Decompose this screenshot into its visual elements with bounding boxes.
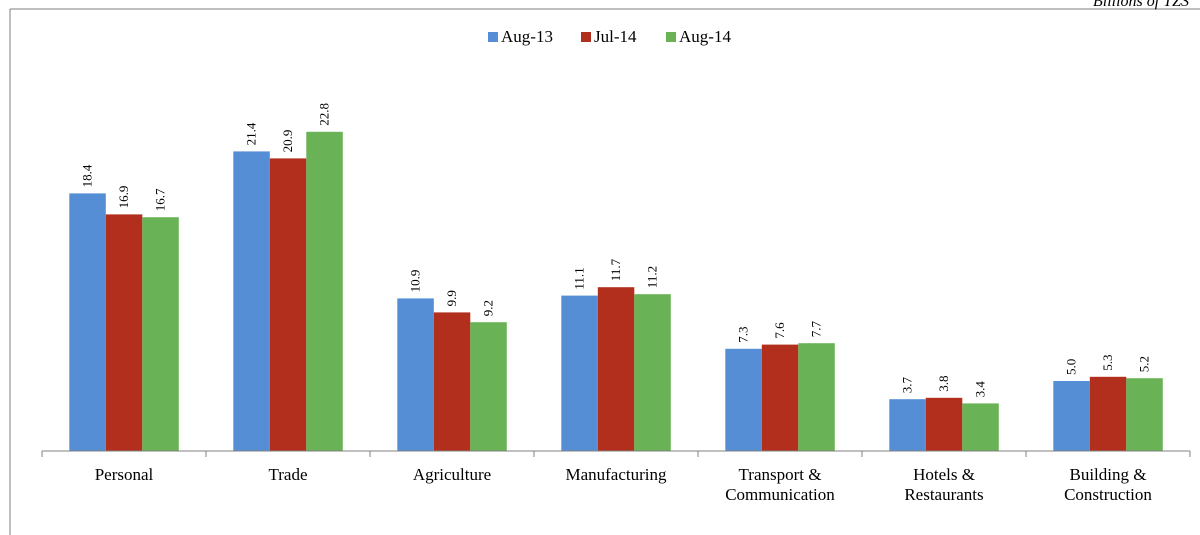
bar-jul-14-1 [269,158,307,451]
data-label: 5.3 [1100,355,1115,371]
legend-swatch-aug-13 [488,32,498,42]
bar-aug-14-3 [634,294,671,451]
bar-aug-14-1 [306,131,343,452]
category-label: Transport & [739,465,822,484]
bar-aug-13-3 [561,295,598,451]
data-label: 5.0 [1064,359,1079,375]
data-label: 10.9 [408,270,423,293]
data-label: 7.6 [772,322,787,339]
bar-jul-14-0 [105,214,143,451]
bar-jul-14-2 [433,312,471,451]
category-label: Construction [1064,485,1152,504]
data-label: 3.7 [900,376,915,393]
category-label: Personal [95,465,154,484]
data-label: 11.7 [608,258,623,281]
data-label: 9.9 [444,290,459,306]
bar-jul-14-4 [761,344,799,451]
data-label: 7.3 [736,327,751,343]
data-label: 7.7 [809,320,824,337]
data-label: 11.1 [572,267,587,289]
data-label: 9.2 [481,300,496,316]
legend-swatch-jul-14 [581,32,591,42]
bar-jul-14-5 [925,397,963,451]
data-label: 11.2 [645,266,660,288]
legend: Aug-13 Jul-14 Aug-14 [488,27,731,46]
category-label: Manufacturing [565,465,667,484]
category-label: Restaurants [904,485,983,504]
category-label: Trade [268,465,307,484]
data-label: 16.7 [153,188,168,211]
bar-aug-13-4 [725,348,762,451]
data-label: 16.9 [116,186,131,209]
category-label: Hotels & [913,465,975,484]
data-label: 22.8 [317,103,332,126]
data-label: 21.4 [244,122,259,145]
data-label: 3.8 [936,376,951,392]
bar-aug-13-0 [69,193,106,451]
category-label: Building & [1070,465,1147,484]
data-label: 5.2 [1137,356,1152,372]
x-axis: Personal Trade Agriculture Manufacturing Tra… [41,450,1191,504]
bars-group [69,131,1163,452]
bar-aug-14-4 [798,343,835,451]
bar-aug-13-6 [1053,381,1090,451]
data-label: 18.4 [80,164,95,187]
bar-aug-14-2 [470,322,507,451]
bar-jul-14-6 [1089,376,1127,451]
legend-label-aug-14: Aug-14 [679,27,731,46]
data-label: 20.9 [280,130,295,153]
bar-aug-13-1 [233,151,270,451]
bar-jul-14-3 [597,287,635,451]
unit-label: Billions of TZS [1093,0,1189,10]
legend-swatch-aug-14 [666,32,676,42]
bar-aug-13-5 [889,399,926,451]
legend-label-jul-14: Jul-14 [594,27,637,46]
bar-aug-14-0 [142,217,179,451]
bar-aug-13-2 [397,298,434,451]
category-label: Agriculture [413,465,491,484]
data-labels-group: 18.4 16.9 16.7 21.4 20.9 22.8 10.9 9.9 9.2 11.1 11… [80,103,1152,397]
bar-aug-14-5 [962,403,999,451]
bar-aug-14-6 [1126,378,1163,451]
data-label: 3.4 [973,381,988,398]
legend-label-aug-13: Aug-13 [501,27,553,46]
category-label: Communication [725,485,835,504]
